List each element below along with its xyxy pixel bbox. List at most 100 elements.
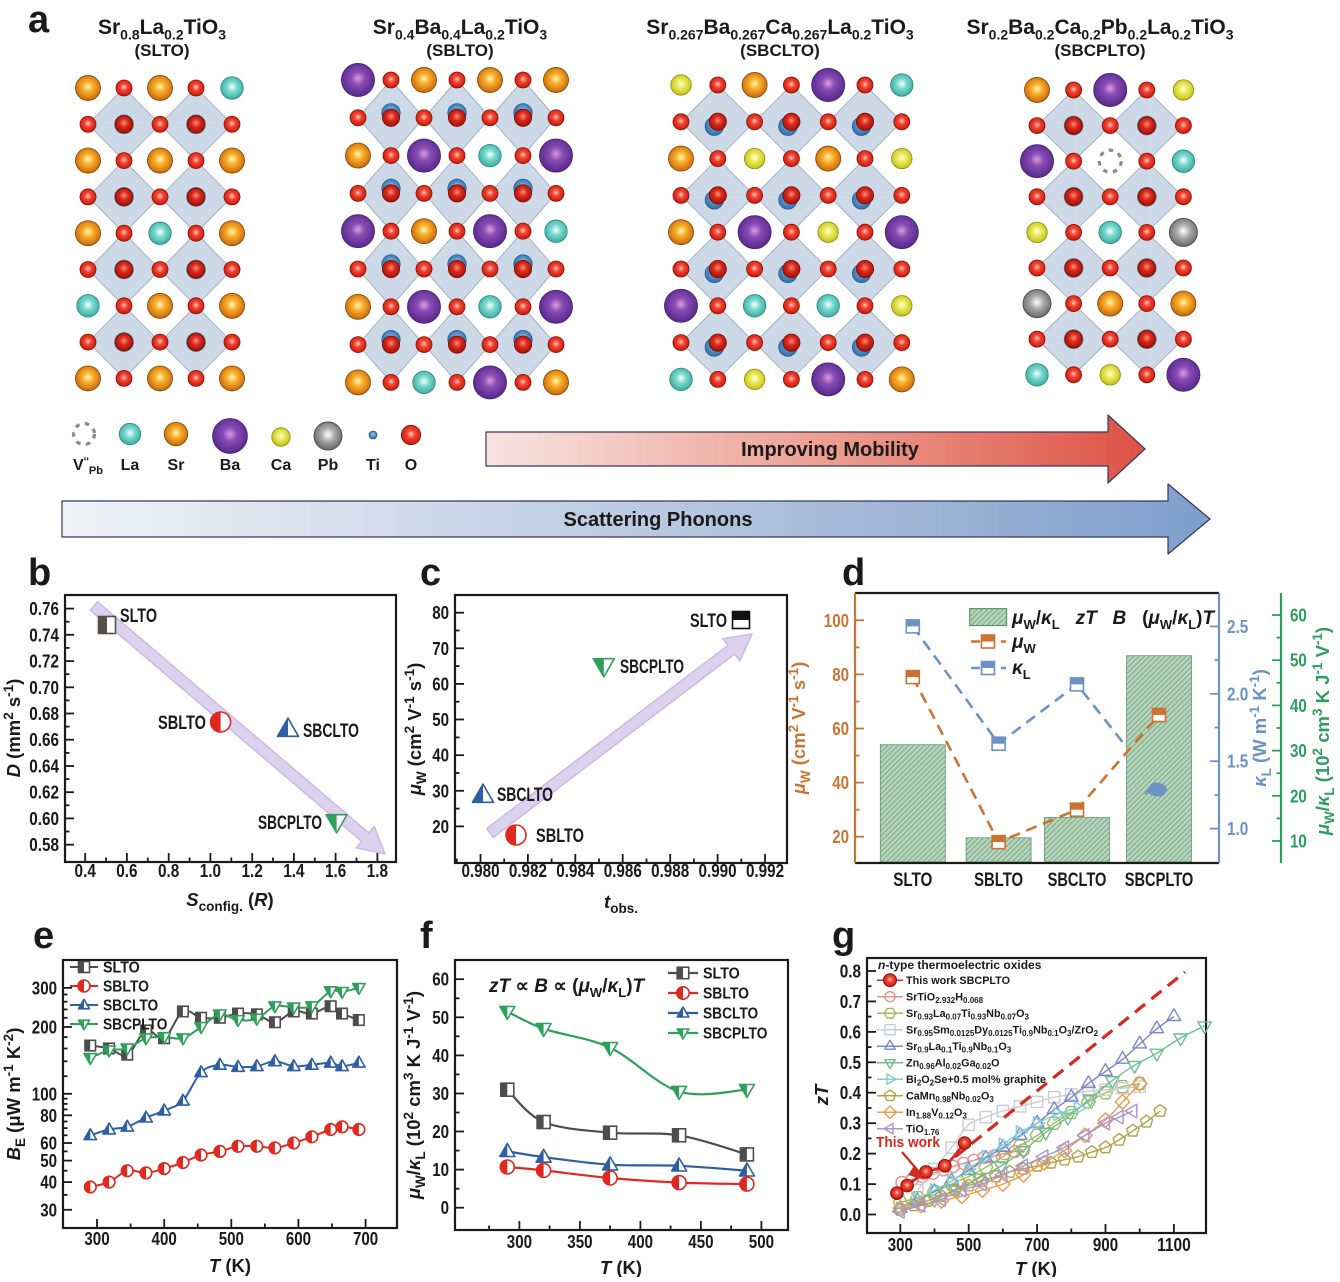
svg-text:20: 20 — [1290, 785, 1307, 806]
svg-text:Zn0.96Al0.02Ga0.02O: Zn0.96Al0.02Ga0.02O — [906, 1058, 1000, 1072]
svg-text:0.66: 0.66 — [29, 729, 59, 750]
svg-text:0.4: 0.4 — [75, 860, 97, 881]
svg-text:30: 30 — [432, 780, 449, 801]
svg-text:0.1: 0.1 — [840, 1174, 861, 1195]
svg-text:80: 80 — [832, 664, 849, 685]
svg-text:Sr0.267Ba0.267Ca0.267La0.2TiO3: Sr0.267Ba0.267Ca0.267La0.2TiO3 — [646, 16, 914, 42]
svg-text:0.4: 0.4 — [840, 1082, 862, 1103]
svg-text:SBCPLTO: SBCPLTO — [103, 1017, 167, 1034]
svg-text:Sr: Sr — [168, 457, 185, 474]
svg-text:κL: κL — [1012, 658, 1031, 682]
svg-text:SBCPLTO: SBCPLTO — [703, 1026, 767, 1043]
svg-text:This work: This work — [876, 1135, 941, 1151]
svg-text:40: 40 — [1290, 695, 1307, 716]
svg-text:SrTiO2.932H0.068: SrTiO2.932H0.068 — [906, 992, 984, 1006]
svg-text:20: 20 — [432, 816, 449, 837]
svg-text:1.8: 1.8 — [367, 860, 388, 881]
svg-text:(SBCPLTO): (SBCPLTO) — [1055, 41, 1146, 60]
svg-text:n-type thermoelectric oxides: n-type thermoelectric oxides — [878, 958, 1042, 972]
svg-text:Ca: Ca — [271, 457, 292, 474]
svg-text:g: g — [832, 915, 855, 957]
svg-text:tobs.: tobs. — [604, 891, 638, 916]
svg-text:μW: μW — [1011, 632, 1036, 656]
svg-text:60: 60 — [832, 718, 849, 739]
svg-text:20: 20 — [832, 826, 849, 847]
svg-text:SBCLTO: SBCLTO — [497, 785, 553, 806]
svg-text:60: 60 — [40, 1132, 57, 1153]
svg-text:e: e — [33, 915, 54, 957]
svg-text:0.992: 0.992 — [746, 860, 784, 881]
svg-text:0.980: 0.980 — [461, 860, 499, 881]
svg-text:10: 10 — [1290, 831, 1307, 852]
svg-text:c: c — [420, 552, 441, 594]
svg-text:SLTO: SLTO — [120, 606, 157, 627]
svg-text:0.58: 0.58 — [29, 834, 59, 855]
svg-text:1100: 1100 — [1157, 1234, 1191, 1255]
svg-text:0.74: 0.74 — [29, 624, 59, 645]
svg-text:Sr0.8La0.2TiO3: Sr0.8La0.2TiO3 — [98, 16, 226, 42]
svg-text:20: 20 — [432, 1121, 449, 1142]
svg-text:Ti: Ti — [366, 457, 380, 474]
svg-text:300: 300 — [32, 977, 57, 998]
svg-text:40: 40 — [832, 772, 849, 793]
svg-text:Pb: Pb — [318, 457, 339, 474]
svg-text:30: 30 — [40, 1199, 57, 1220]
svg-text:μW (cm2 V-1 s-1): μW (cm2 V-1 s-1) — [402, 663, 429, 797]
svg-text:(SBCLTO): (SBCLTO) — [740, 41, 820, 60]
svg-text:2.5: 2.5 — [1227, 616, 1248, 637]
svg-text:0.8: 0.8 — [840, 960, 861, 981]
svg-text:0.62: 0.62 — [29, 782, 59, 803]
svg-text:0.990: 0.990 — [699, 860, 737, 881]
svg-text:450: 450 — [688, 1231, 713, 1252]
svg-text:SBLTO: SBLTO — [536, 826, 584, 847]
svg-text:0.5: 0.5 — [840, 1052, 861, 1073]
svg-text:400: 400 — [628, 1231, 653, 1252]
svg-text:Sr0.93La0.07Ti0.93Nb0.07O3: Sr0.93La0.07Ti0.93Nb0.07O3 — [906, 1008, 1030, 1022]
svg-text:40: 40 — [432, 745, 449, 766]
svg-text:0.70: 0.70 — [29, 677, 59, 698]
svg-text:80: 80 — [432, 602, 449, 623]
svg-text:0.72: 0.72 — [29, 651, 59, 672]
svg-text:60: 60 — [432, 969, 449, 990]
svg-text:BE (μW m-1 K-2): BE (μW m-1 K-2) — [1, 1028, 28, 1161]
svg-text:1.0: 1.0 — [1227, 818, 1248, 839]
svg-text:0.988: 0.988 — [651, 860, 689, 881]
svg-text:SLTO: SLTO — [893, 870, 932, 891]
svg-text:100: 100 — [32, 1083, 57, 1104]
svg-text:Improving Mobility: Improving Mobility — [741, 439, 920, 461]
svg-text:In1.88V0.12O3: In1.88V0.12O3 — [906, 1107, 967, 1121]
svg-text:70: 70 — [432, 638, 449, 659]
svg-text:1.2: 1.2 — [242, 860, 263, 881]
svg-text:10: 10 — [432, 1159, 449, 1180]
svg-text:a: a — [28, 0, 50, 41]
svg-text:30: 30 — [1290, 740, 1307, 761]
svg-text:0.2: 0.2 — [840, 1143, 861, 1164]
svg-text:200: 200 — [32, 1016, 57, 1037]
svg-text:Ba: Ba — [220, 457, 241, 474]
svg-text:300: 300 — [84, 1228, 109, 1249]
svg-text:f: f — [420, 915, 433, 957]
svg-text:SBCLTO: SBCLTO — [103, 998, 158, 1015]
svg-text:T (K): T (K) — [209, 1255, 251, 1276]
svg-text:300: 300 — [888, 1234, 913, 1255]
svg-text:0.984: 0.984 — [556, 860, 595, 881]
svg-text:SBCPLTO: SBCPLTO — [620, 657, 684, 678]
svg-text:SBLTO: SBLTO — [158, 713, 206, 734]
svg-text:SBCLTO: SBCLTO — [1048, 870, 1107, 891]
svg-text:Scattering Phonons: Scattering Phonons — [564, 509, 753, 531]
svg-text:SBLTO: SBLTO — [703, 986, 749, 1003]
svg-text:zT ∝ B ∝ (μW/κL)T: zT ∝ B ∝ (μW/κL)T — [488, 976, 646, 1000]
svg-text:d: d — [842, 552, 865, 594]
svg-text:D (mm2 s-1): D (mm2 s-1) — [1, 679, 24, 778]
svg-text:60: 60 — [1290, 605, 1307, 626]
svg-text:1.4: 1.4 — [283, 860, 305, 881]
svg-text:Sr0.2Ba0.2Ca0.2Pb0.2La0.2TiO3: Sr0.2Ba0.2Ca0.2Pb0.2La0.2TiO3 — [966, 16, 1233, 42]
svg-text:1.0: 1.0 — [200, 860, 221, 881]
svg-text:κL (W m-1 K-1): κL (W m-1 K-1) — [1247, 669, 1274, 787]
svg-text:T (K): T (K) — [1015, 1258, 1057, 1277]
svg-text:T (K): T (K) — [600, 1257, 642, 1277]
svg-text:SLTO: SLTO — [690, 611, 727, 632]
svg-text:80: 80 — [40, 1105, 57, 1126]
svg-text:50: 50 — [40, 1150, 57, 1171]
svg-text:40: 40 — [432, 1045, 449, 1066]
